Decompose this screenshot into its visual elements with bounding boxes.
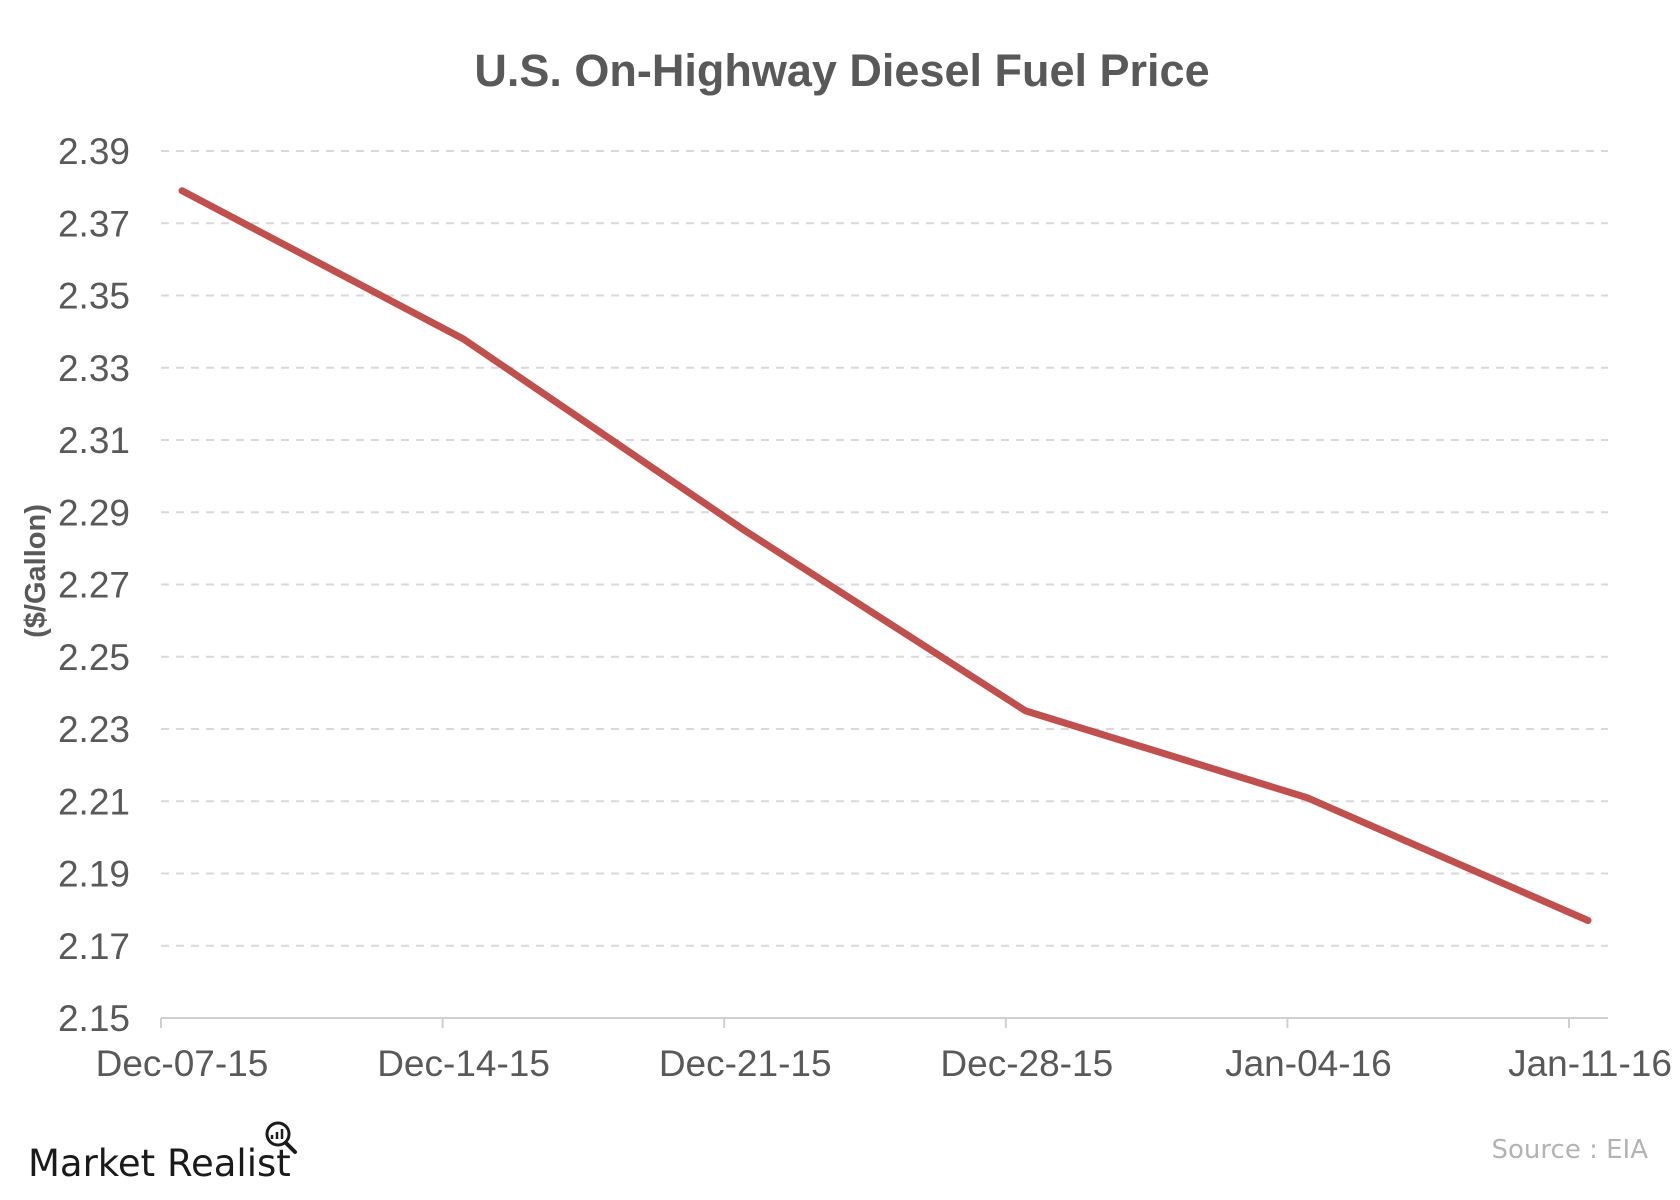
x-tick-label: Dec-07-15 [96, 1043, 269, 1084]
magnifier-chart-icon [265, 1121, 297, 1154]
brand-name: Market Realist [28, 1142, 291, 1185]
series-line-diesel-price [178, 187, 1592, 924]
gridlines [161, 150, 1608, 947]
y-tick-label: 2.21 [58, 781, 130, 822]
source-label: Source : EIA [1492, 1135, 1649, 1165]
brand-logo: Market Realist [28, 1121, 297, 1185]
y-axis-label: ($/Gallon) [20, 504, 52, 638]
x-tick-label: Dec-14-15 [377, 1043, 550, 1084]
y-tick-label: 2.23 [58, 709, 130, 750]
x-axis-ticks: Dec-07-15 Dec-14-15 Dec-21-15 Dec-28-15 Jan-… [96, 1018, 1672, 1084]
y-tick-label: 2.39 [58, 131, 130, 172]
x-tick-label: Dec-28-15 [940, 1043, 1113, 1084]
y-tick-label: 2.33 [58, 348, 130, 389]
y-tick-label: 2.19 [58, 854, 130, 895]
x-tick-label: Jan-04-16 [1225, 1043, 1392, 1084]
x-tick-label: Dec-21-15 [659, 1043, 832, 1084]
y-tick-label: 2.17 [58, 926, 130, 967]
y-tick-label: 2.35 [58, 276, 130, 317]
x-tick-label: Jan-11-16 [1508, 1043, 1672, 1084]
y-tick-label: 2.15 [58, 998, 130, 1039]
y-tick-label: 2.31 [58, 420, 130, 461]
y-tick-label: 2.29 [58, 492, 130, 533]
y-axis-ticks: 2.15 2.17 2.19 2.21 2.23 2.25 2.27 2.29 2.31 2.33… [58, 131, 130, 1039]
y-tick-label: 2.37 [58, 203, 130, 244]
y-tick-label: 2.25 [58, 637, 130, 678]
y-tick-label: 2.27 [58, 565, 130, 606]
chart-title: U.S. On-Highway Diesel Fuel Price [474, 45, 1209, 96]
